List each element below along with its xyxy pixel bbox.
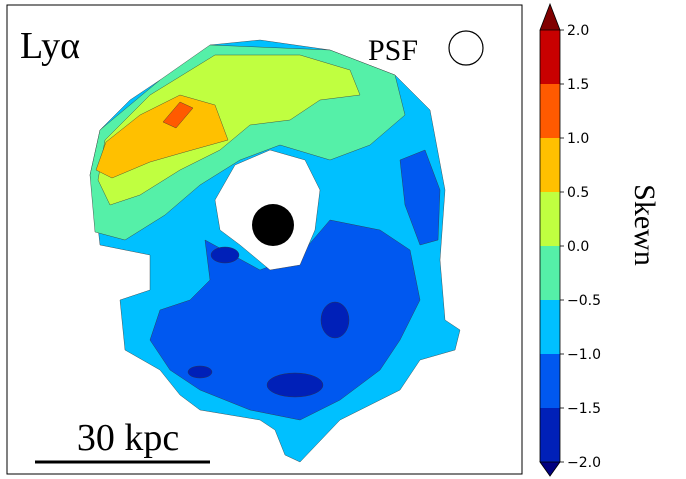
colorbar-tick-label: −1.0 bbox=[567, 347, 601, 363]
colorbar-segment bbox=[540, 354, 560, 408]
colorbar-tick-label: 1.5 bbox=[567, 77, 589, 93]
colorbar-extend-under bbox=[539, 461, 561, 477]
colorbar-segment bbox=[540, 192, 560, 246]
region-yellow bbox=[95, 94, 229, 179]
colorbar-segment bbox=[540, 84, 560, 138]
colorbar-tick-label: −1.5 bbox=[567, 401, 601, 417]
colorbar-segment bbox=[540, 408, 560, 462]
colorbar-tick-label: −2.0 bbox=[567, 455, 601, 471]
colorbar-segment bbox=[540, 138, 560, 192]
region-dark bbox=[149, 219, 421, 421]
region-darkest bbox=[320, 301, 350, 339]
colorbar-tick-label: 0.5 bbox=[567, 185, 589, 201]
region-darkest bbox=[266, 372, 324, 398]
plot-frame bbox=[6, 4, 523, 475]
colorbar-tick-label: 0.0 bbox=[567, 239, 589, 255]
colorbar-tick-label: −0.5 bbox=[567, 293, 601, 309]
colorbar-extend-over bbox=[539, 2, 561, 31]
colorbar-segment bbox=[540, 246, 560, 300]
colorbar-tick-label: 2.0 bbox=[567, 23, 589, 39]
psf-circle bbox=[448, 30, 484, 66]
region-dark-right bbox=[399, 149, 441, 246]
colorbar-segment bbox=[540, 300, 560, 354]
center-source bbox=[252, 204, 294, 246]
psf-label: PSF bbox=[368, 34, 418, 67]
colorbar-tick-label: 1.0 bbox=[567, 131, 589, 147]
region-darkest bbox=[210, 246, 240, 264]
map bbox=[89, 39, 461, 463]
region-red bbox=[162, 101, 194, 129]
colorbar-label: Skewn bbox=[628, 184, 661, 266]
region-darkest bbox=[187, 365, 213, 379]
panel-title: Lyα bbox=[20, 25, 80, 67]
colorbar-segment bbox=[540, 30, 560, 84]
scale-bar-label: 30 kpc bbox=[77, 417, 179, 459]
